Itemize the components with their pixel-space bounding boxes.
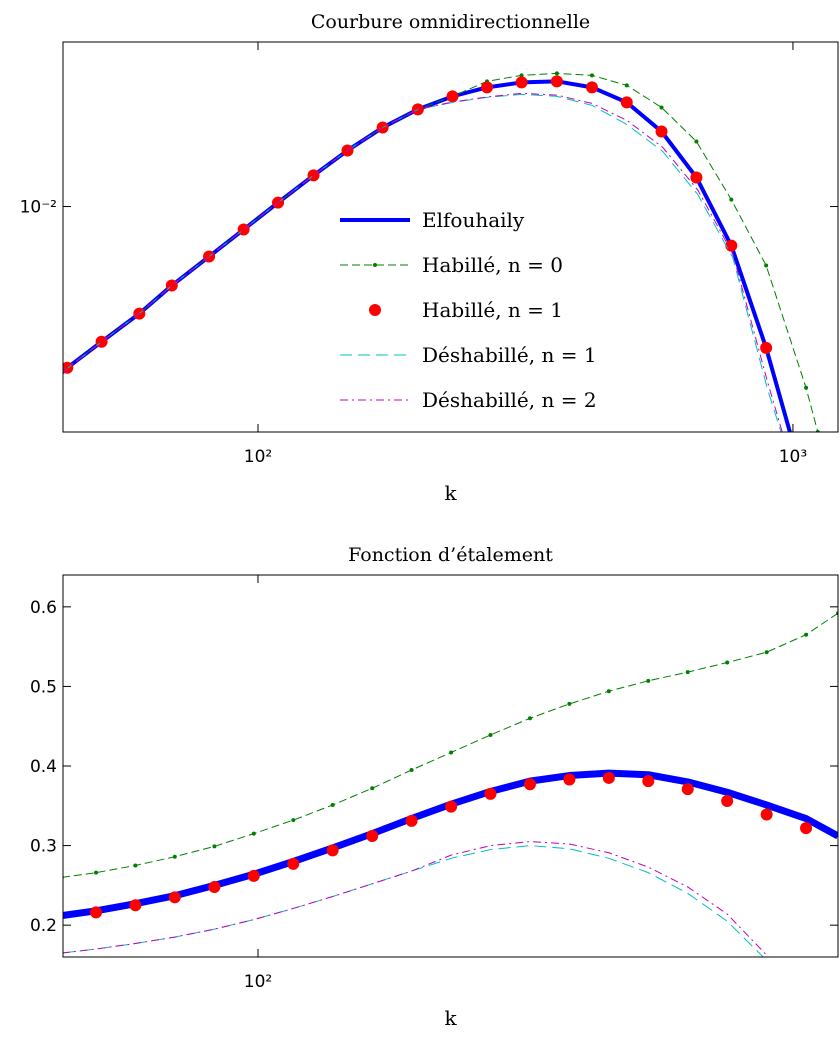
marker bbox=[172, 854, 177, 859]
plot-content bbox=[63, 611, 838, 957]
marker bbox=[326, 844, 339, 857]
marker bbox=[449, 750, 454, 755]
y-tick-label: 0.3 bbox=[30, 837, 57, 857]
marker bbox=[804, 632, 809, 637]
marker bbox=[760, 341, 773, 354]
plot-frame bbox=[62, 41, 839, 433]
y-tick-label: 0.6 bbox=[30, 598, 57, 618]
marker bbox=[563, 773, 576, 786]
legend-label: Déshabillé, n = 1 bbox=[422, 343, 597, 367]
marker bbox=[550, 75, 563, 88]
marker bbox=[804, 385, 809, 390]
chart-title: Fonction d’étalement bbox=[348, 544, 553, 566]
x-tick-label: 10² bbox=[244, 972, 272, 992]
series-line bbox=[63, 92, 783, 432]
plot-area bbox=[63, 42, 838, 432]
legend-label: Déshabillé, n = 2 bbox=[422, 388, 597, 412]
marker bbox=[646, 678, 651, 683]
marker bbox=[90, 906, 103, 919]
subplot: Fonction d’étalement k 10² 0.2 0.3 0.4 0.5 0.6 bbox=[30, 544, 839, 1030]
plot-frame bbox=[62, 574, 839, 958]
legend: Elfouhaily Habillé, n = 0 Habillé, n = 1 Dé… bbox=[340, 208, 597, 412]
marker bbox=[554, 71, 559, 76]
marker bbox=[729, 197, 734, 202]
y-tick-label: 0.5 bbox=[30, 677, 57, 697]
marker bbox=[725, 239, 738, 252]
marker bbox=[620, 96, 633, 109]
marker bbox=[655, 125, 668, 138]
marker bbox=[291, 818, 296, 823]
marker bbox=[523, 778, 536, 791]
legend-label: Habillé, n = 0 bbox=[422, 253, 563, 277]
marker bbox=[481, 81, 494, 94]
marker bbox=[330, 802, 335, 807]
x-tick-label: 10³ bbox=[779, 447, 807, 467]
marker bbox=[764, 650, 769, 655]
legend-marker bbox=[369, 304, 381, 316]
marker bbox=[567, 701, 572, 706]
marker bbox=[366, 830, 379, 843]
marker bbox=[690, 171, 703, 184]
marker bbox=[212, 844, 217, 849]
marker bbox=[602, 771, 615, 784]
marker bbox=[589, 73, 594, 78]
marker bbox=[133, 863, 138, 868]
marker bbox=[446, 90, 459, 103]
marker bbox=[95, 335, 108, 348]
marker bbox=[515, 76, 528, 89]
marker bbox=[764, 263, 769, 268]
marker bbox=[129, 899, 142, 912]
marker bbox=[585, 81, 598, 94]
chart-title: Courbure omnidirectionnelle bbox=[311, 11, 590, 33]
marker bbox=[527, 716, 532, 721]
marker bbox=[606, 689, 611, 694]
legend-marker bbox=[373, 263, 377, 267]
marker bbox=[642, 775, 655, 788]
marker bbox=[760, 808, 773, 821]
marker bbox=[94, 870, 99, 875]
marker bbox=[681, 783, 694, 796]
marker bbox=[624, 83, 629, 88]
y-tick-label: 0.2 bbox=[30, 916, 57, 936]
marker bbox=[659, 105, 664, 110]
y-tick-label: 10⁻² bbox=[20, 198, 57, 218]
marker bbox=[800, 822, 813, 835]
legend-label: Habillé, n = 1 bbox=[422, 298, 563, 322]
marker bbox=[405, 814, 418, 827]
marker bbox=[694, 139, 699, 144]
x-axis-label: k bbox=[444, 481, 457, 505]
marker bbox=[685, 670, 690, 675]
y-tick-label: 0.4 bbox=[30, 757, 57, 777]
marker bbox=[488, 732, 493, 737]
marker bbox=[445, 800, 458, 813]
marker bbox=[484, 787, 497, 800]
marker bbox=[237, 223, 250, 236]
marker bbox=[208, 880, 221, 893]
marker bbox=[721, 795, 734, 808]
x-tick-label: 10² bbox=[244, 447, 272, 467]
marker bbox=[168, 891, 181, 904]
marker bbox=[725, 660, 730, 665]
marker bbox=[287, 857, 300, 870]
legend-label: Elfouhaily bbox=[422, 208, 525, 232]
marker bbox=[247, 869, 260, 882]
plot-content bbox=[63, 71, 820, 432]
subplot: Courbure omnidirectionnelle k 10² 10³ 10⁻² El… bbox=[20, 11, 839, 505]
marker bbox=[519, 73, 524, 78]
series-line bbox=[63, 841, 769, 957]
x-axis-label: k bbox=[444, 1006, 457, 1030]
marker bbox=[251, 831, 256, 836]
marker bbox=[409, 767, 414, 772]
marker bbox=[370, 786, 375, 791]
